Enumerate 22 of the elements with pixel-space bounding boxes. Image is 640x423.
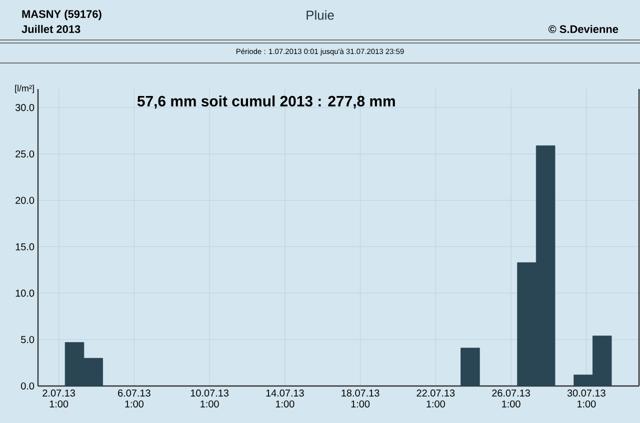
y-tick-label: 10.0 <box>16 290 34 297</box>
y-tick-label: 15.0 <box>16 243 34 250</box>
x-tick-label: 22.07.13 1:00 <box>416 390 455 408</box>
text: © S.Devienne <box>548 24 618 34</box>
x-tick-label: 2.07.13 1:00 <box>42 390 75 408</box>
text: MASNY (59176) <box>22 10 102 20</box>
y-tick-label: 25.0 <box>16 150 34 158</box>
y-tick-label: 30.0 <box>15 104 34 112</box>
x-tick-label: 26.07.13 1:00 <box>492 390 530 408</box>
y-tick-label: 20.0 <box>16 196 34 204</box>
chart-title: Pluie <box>306 10 334 20</box>
x-tick-label: 10.07.13 1:00 <box>190 390 229 408</box>
y-axis-title: [l/m²] <box>15 84 34 94</box>
x-tick-label: 30.07.13 1:00 <box>567 390 606 408</box>
x-tick-label: 14.07.13 1:00 <box>266 390 304 408</box>
x-tick-label: 6.07.13 1:00 <box>118 390 150 408</box>
x-tick-label: 18.07.13 1:00 <box>342 390 380 408</box>
bar <box>460 348 480 386</box>
y-tick-label: 0.0 <box>21 382 34 390</box>
y-tick-label: 5.0 <box>21 336 34 344</box>
annotation: 57,6 mm soit cumul 2013 : 277,8 mm <box>137 95 395 109</box>
text: Juillet 2013 <box>22 24 80 34</box>
